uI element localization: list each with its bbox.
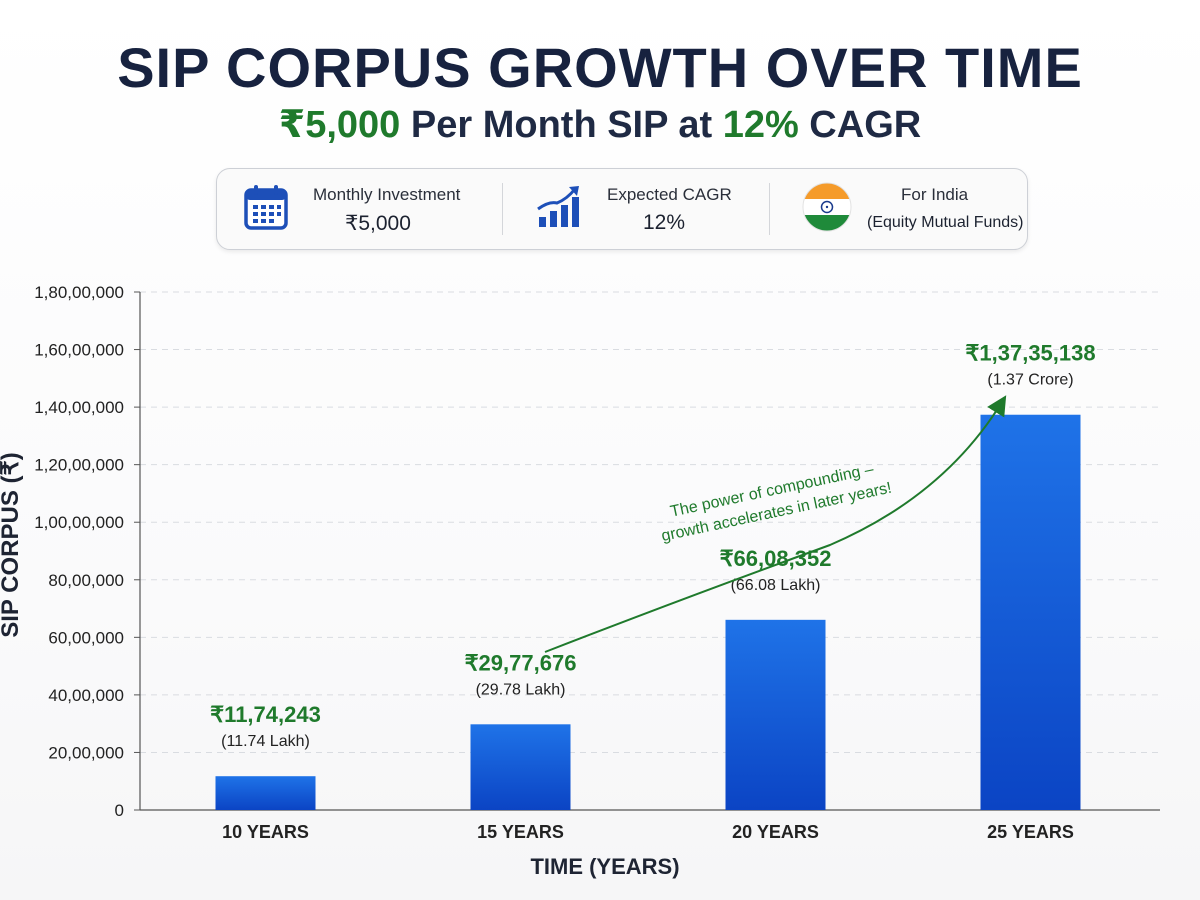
y-tick-label: 0 [115, 801, 124, 820]
subtitle-end: CAGR [798, 104, 922, 146]
bar [725, 619, 826, 810]
x-tick-label: 15 YEARS [477, 822, 564, 842]
data-label: ₹1,37,35,138 [965, 341, 1095, 366]
y-tick-label: 60,00,000 [48, 628, 124, 647]
subtitle-rate: 12% [722, 104, 799, 146]
data-sublabel: (66.08 Lakh) [731, 577, 821, 594]
bar-layer [215, 414, 1081, 810]
info-expected-cagr: Expected CAGR 12% [507, 169, 767, 249]
cagr-value: 12% [643, 211, 686, 234]
info-divider [769, 183, 770, 235]
y-tick-label: 80,00,000 [48, 571, 124, 590]
y-axis-label: SIP CORPUS (₹) [0, 452, 24, 638]
y-tick-label: 40,00,000 [48, 686, 124, 705]
bar [215, 776, 316, 810]
info-region: For India (Equity Mutual Funds) [773, 169, 1024, 249]
x-axis-label: TIME (YEARS) [530, 854, 679, 879]
subtitle-mid: Per Month SIP at [400, 104, 723, 146]
data-label: ₹29,77,676 [465, 650, 577, 675]
data-label: ₹11,74,243 [210, 702, 321, 727]
x-tick-label: 10 YEARS [222, 822, 309, 842]
growth-chart-icon [535, 183, 583, 236]
cagr-label: Expected CAGR [607, 185, 732, 204]
investment-label: Monthly Investment [313, 185, 461, 204]
bar [470, 724, 571, 810]
x-tick-label: 25 YEARS [987, 822, 1074, 842]
y-tick-label: 20,00,000 [48, 743, 124, 762]
region-label: For India [901, 185, 969, 204]
info-monthly-investment: Monthly Investment ₹5,000 [217, 169, 497, 249]
info-card: Monthly Investment ₹5,000 Expected CAGR … [216, 168, 1028, 250]
data-sublabel: (1.37 Crore) [987, 372, 1073, 389]
data-sublabel: (11.74 Lakh) [221, 733, 310, 750]
calendar-icon [243, 183, 289, 236]
x-tick-label: 20 YEARS [732, 822, 819, 842]
y-tick-label: 1,40,00,000 [34, 398, 124, 417]
data-label: ₹66,08,352 [720, 546, 832, 571]
axis-layer: 0 20,00,000 40,00,000 60,00,000 80,00,000 1,0… [34, 283, 1160, 820]
investment-value: ₹5,000 [345, 212, 411, 235]
region-value: (Equity Mutual Funds) [867, 214, 1024, 231]
subtitle-amount: ₹5,000 [278, 104, 401, 146]
y-tick-label: 1,60,00,000 [34, 341, 124, 360]
info-divider [502, 183, 503, 235]
y-tick-label: 1,00,00,000 [34, 513, 124, 532]
page-subtitle: ₹5,000 Per Month SIP at 12% CAGR [0, 102, 1200, 148]
label-layer: 10 YEARS ₹11,74,243 (11.74 Lakh) 15 YEARS ₹2… [210, 341, 1095, 842]
y-tick-label: 1,80,00,000 [34, 283, 124, 302]
data-sublabel: (29.78 Lakh) [476, 681, 566, 698]
bar [980, 414, 1081, 810]
page-title: SIP CORPUS GROWTH OVER TIME [117, 36, 1083, 99]
india-flag-icon [801, 181, 853, 238]
growth-arrow [544, 395, 1007, 653]
y-tick-label: 1,20,00,000 [34, 456, 124, 475]
